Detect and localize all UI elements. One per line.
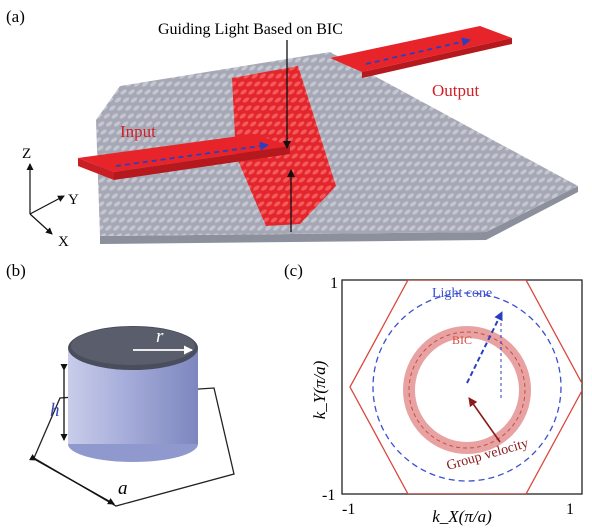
y-tick-bottom: -1 [322,487,335,504]
light-cone-circle [372,292,562,482]
group-velocity-arrow [468,397,501,443]
wavevector-arrow [466,311,503,384]
axis-z-label: Z [22,146,31,162]
radius-label: r [156,326,164,347]
slab-side [100,186,578,244]
input-label: Input [120,122,156,141]
brillouin-zone-hexagon [349,280,582,494]
axis-y-label: Y [68,192,79,208]
x-axis-label: k_X(π/a) [432,507,492,526]
cylinder [68,326,198,462]
y-tick-top: 1 [330,275,338,292]
panel-a-title: Guiding Light Based on BIC [158,21,343,38]
coordinate-axes: Z Y X [22,146,79,250]
panel-a-label: (a) [6,7,25,26]
input-flow-arrow [115,141,269,167]
lattice-label: a [118,478,128,499]
height-label: h [50,400,60,421]
photonic-crystal-slab [96,52,578,236]
panel-a: (a) Guiding Light Based on BIC Input Out… [6,7,578,250]
x-tick-left: -1 [342,501,355,518]
output-label: Output [432,81,480,100]
plot-frame [341,279,583,495]
light-cone-label: Light cone [432,286,492,301]
panel-c: (c) Light cone BIC Group velocity k_Y(π/… [284,261,583,526]
panel-c-label: (c) [284,261,303,280]
x-tick-right: 1 [566,501,574,518]
panel-b: (b) r h a [6,261,235,507]
bic-label: BIC [452,333,472,347]
axis-x-label: X [58,234,69,250]
y-axis-label: k_Y(π/a) [310,360,329,419]
panel-b-label: (b) [6,261,26,280]
lattice-arrow [29,454,115,505]
input-waveguide [78,134,290,172]
